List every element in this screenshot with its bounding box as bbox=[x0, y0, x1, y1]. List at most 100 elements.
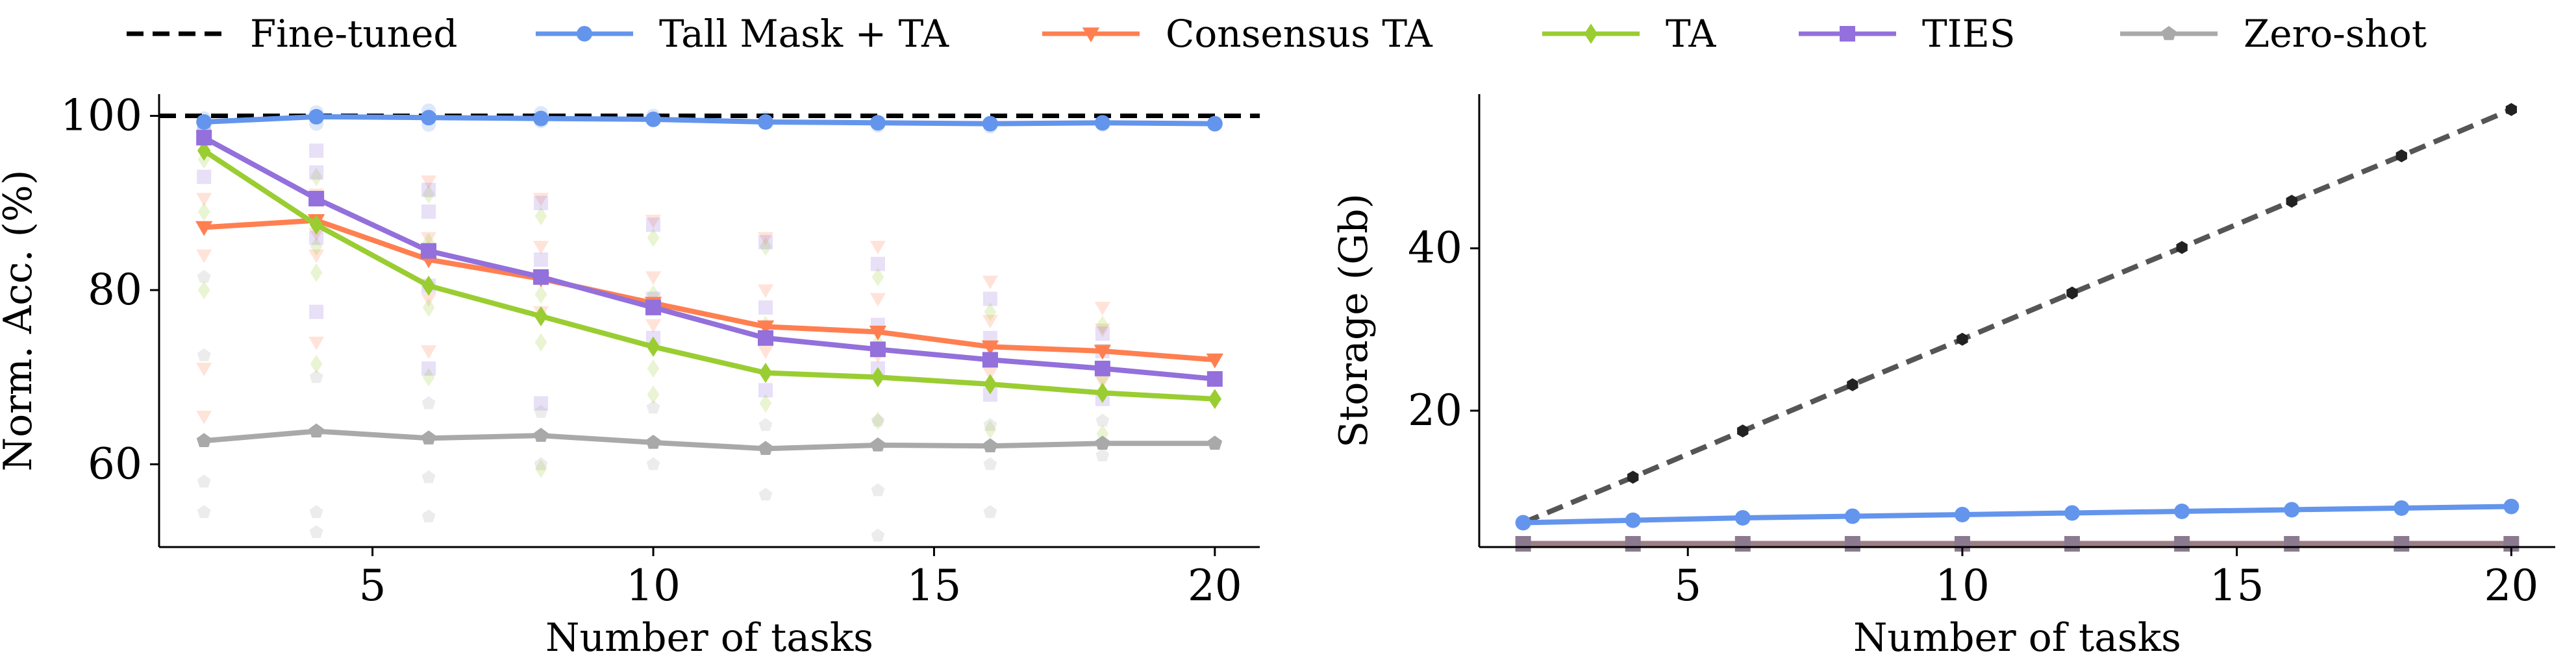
ta-scatter-point bbox=[310, 167, 323, 186]
ties-point bbox=[1844, 535, 1860, 552]
zeroshot-scatter-point bbox=[646, 400, 660, 414]
finetuned-point bbox=[2286, 195, 2297, 208]
ta-scatter-point bbox=[871, 267, 884, 287]
zeroshot-point bbox=[1207, 435, 1223, 450]
consensus-scatter-point bbox=[196, 363, 212, 376]
tallmask-point bbox=[1954, 506, 1970, 522]
zeroshot-scatter-point bbox=[1095, 413, 1110, 427]
ties-scatter-point bbox=[534, 195, 549, 210]
ties-scatter-point bbox=[982, 291, 997, 306]
zeroshot-scatter-point bbox=[197, 348, 211, 361]
ties-scatter-point bbox=[421, 182, 436, 197]
ties-point bbox=[2394, 535, 2410, 552]
zeroshot-scatter-point bbox=[421, 396, 436, 409]
ta-scatter-point bbox=[422, 367, 435, 387]
ties-point bbox=[869, 341, 886, 358]
right-x-tick-label: 10 bbox=[1935, 561, 1990, 611]
ta-point bbox=[1095, 382, 1110, 404]
consensus-scatter-point bbox=[308, 336, 325, 350]
ta-scatter-point bbox=[647, 359, 660, 378]
ties-scatter-point bbox=[534, 252, 549, 267]
consensus-point bbox=[757, 320, 775, 336]
ta-point bbox=[871, 367, 885, 387]
zeroshot-point bbox=[533, 428, 549, 442]
ties-point bbox=[757, 330, 773, 346]
ta-point bbox=[534, 306, 548, 326]
consensus-scatter-point bbox=[645, 271, 662, 285]
legend-consensus-marker bbox=[1082, 27, 1100, 43]
finetuned-point bbox=[2505, 103, 2518, 116]
consensus-scatter-point bbox=[757, 345, 774, 360]
ties-point bbox=[421, 243, 437, 259]
zeroshot-scatter-point bbox=[983, 505, 997, 518]
ties-scatter-point bbox=[758, 383, 773, 398]
consensus-scatter-point bbox=[982, 275, 998, 289]
ta-scatter-point bbox=[422, 185, 435, 204]
tallmask-point bbox=[533, 110, 549, 127]
ties-scatter-point bbox=[982, 387, 997, 402]
ties-point bbox=[196, 130, 212, 146]
ties-scatter-point bbox=[1095, 326, 1110, 341]
ta-scatter-point bbox=[534, 285, 547, 304]
consensus-scatter-point bbox=[421, 232, 437, 246]
ties-point bbox=[982, 352, 998, 368]
tallmask-point bbox=[1844, 508, 1860, 524]
consensus-line bbox=[203, 217, 1216, 363]
ties-scatter-point bbox=[758, 235, 773, 250]
tallmask-point bbox=[1625, 512, 1641, 528]
ta-scatter-point bbox=[1096, 367, 1109, 387]
legend-ties-marker bbox=[1840, 26, 1855, 42]
ties-point bbox=[1625, 535, 1641, 552]
ta-scatter-point bbox=[759, 394, 772, 413]
ties-scatter-point bbox=[309, 165, 324, 180]
consensus-scatter-point bbox=[869, 293, 886, 307]
legend-zeroshot-marker bbox=[2161, 26, 2177, 40]
ta-scatter-point bbox=[1096, 424, 1109, 443]
zeroshot-scatter-point bbox=[534, 404, 548, 418]
tallmask-point bbox=[308, 108, 325, 125]
consensus-scatter-point bbox=[532, 193, 549, 207]
ta-scatter-point bbox=[310, 354, 323, 374]
zeroshot-scatter-point bbox=[871, 413, 885, 427]
consensus-scatter-point bbox=[982, 367, 998, 381]
legend: Fine-tuned Tall Mask + TA Consensus TA TA TI… bbox=[127, 12, 2427, 56]
zeroshot-point bbox=[308, 423, 324, 438]
right-x-axis-label: Number of tasks bbox=[1853, 615, 2181, 661]
left-x-tick-label: 20 bbox=[1188, 561, 1242, 611]
zeroshot-scatter-point bbox=[197, 505, 211, 518]
legend-ties-label: TIES bbox=[1922, 12, 2016, 56]
zeroshot-scatter-point bbox=[758, 418, 773, 431]
ta-scatter-point bbox=[1096, 315, 1109, 335]
ties-scatter-point bbox=[758, 300, 773, 315]
tallmask-point bbox=[2174, 503, 2190, 519]
finetuned-point bbox=[1627, 470, 1639, 484]
finetuned-point bbox=[2395, 149, 2407, 163]
finetuned-point bbox=[1847, 378, 1858, 391]
consensus-point bbox=[981, 340, 999, 356]
finetuned-point bbox=[1737, 424, 1749, 438]
tallmask-point bbox=[757, 114, 773, 130]
consensus-scatter-point bbox=[421, 345, 437, 360]
ties-point bbox=[1734, 535, 1751, 552]
accuracy-panel: 5 10 15 20 60 80 100 Number of tasks Norm. Acc… bbox=[0, 91, 1260, 661]
zeroshot-scatter-point bbox=[421, 470, 436, 483]
zeroshot-point bbox=[421, 430, 436, 445]
finetuned-point bbox=[2176, 241, 2188, 254]
consensus-scatter-point bbox=[869, 241, 886, 255]
consensus-point bbox=[1094, 345, 1112, 360]
consensus-scatter-point bbox=[196, 249, 212, 263]
zeroshot-scatter-point bbox=[534, 457, 548, 470]
tallmask-point bbox=[982, 116, 998, 132]
right-y-tick-label: 40 bbox=[1408, 223, 1462, 273]
right-y-tick-label: 20 bbox=[1408, 385, 1462, 435]
ties-point bbox=[2064, 535, 2081, 552]
ta-scatter-point bbox=[310, 237, 323, 256]
consensus-scatter-point bbox=[1094, 302, 1110, 315]
zeroshot-point bbox=[1095, 435, 1110, 450]
left-y-tick-label: 60 bbox=[88, 439, 142, 489]
zeroshot-scatter-point bbox=[1095, 448, 1110, 461]
ties-scatter-point bbox=[197, 169, 212, 184]
ta-point bbox=[646, 336, 660, 357]
ta-scatter-point bbox=[647, 385, 660, 404]
